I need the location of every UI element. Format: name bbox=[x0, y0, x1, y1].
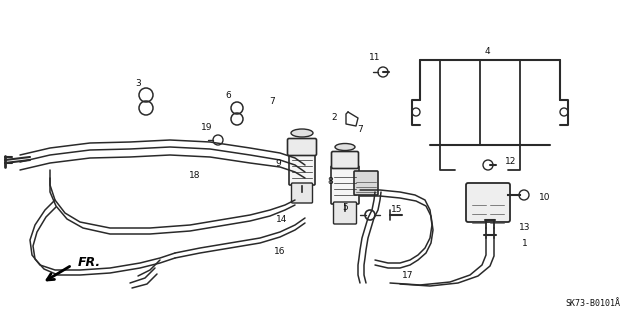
FancyBboxPatch shape bbox=[291, 183, 312, 203]
FancyBboxPatch shape bbox=[331, 166, 359, 204]
Text: 13: 13 bbox=[519, 224, 531, 233]
Text: 2: 2 bbox=[331, 114, 337, 122]
Text: 7: 7 bbox=[269, 98, 275, 107]
Text: 14: 14 bbox=[276, 216, 288, 225]
Text: SK73-B0101Å: SK73-B0101Å bbox=[565, 299, 620, 308]
Text: 4: 4 bbox=[484, 48, 490, 56]
Text: 9: 9 bbox=[275, 159, 281, 167]
Text: 16: 16 bbox=[275, 248, 285, 256]
Text: 10: 10 bbox=[540, 194, 551, 203]
FancyBboxPatch shape bbox=[289, 151, 315, 185]
Ellipse shape bbox=[291, 129, 313, 137]
Text: FR.: FR. bbox=[78, 256, 101, 269]
FancyBboxPatch shape bbox=[332, 152, 358, 168]
Text: 19: 19 bbox=[201, 122, 212, 131]
Text: 12: 12 bbox=[506, 158, 516, 167]
FancyBboxPatch shape bbox=[354, 171, 378, 195]
Text: 6: 6 bbox=[225, 92, 231, 100]
Ellipse shape bbox=[335, 144, 355, 151]
Text: 15: 15 bbox=[391, 205, 403, 214]
Text: 18: 18 bbox=[189, 170, 201, 180]
Text: 7: 7 bbox=[357, 125, 363, 135]
Text: 17: 17 bbox=[403, 271, 413, 279]
FancyBboxPatch shape bbox=[287, 138, 317, 155]
FancyBboxPatch shape bbox=[333, 202, 356, 224]
FancyBboxPatch shape bbox=[466, 183, 510, 222]
Text: 1: 1 bbox=[522, 240, 528, 249]
Text: 5: 5 bbox=[342, 204, 348, 212]
Text: 8: 8 bbox=[327, 177, 333, 187]
Text: 11: 11 bbox=[369, 54, 381, 63]
Text: 3: 3 bbox=[135, 78, 141, 87]
